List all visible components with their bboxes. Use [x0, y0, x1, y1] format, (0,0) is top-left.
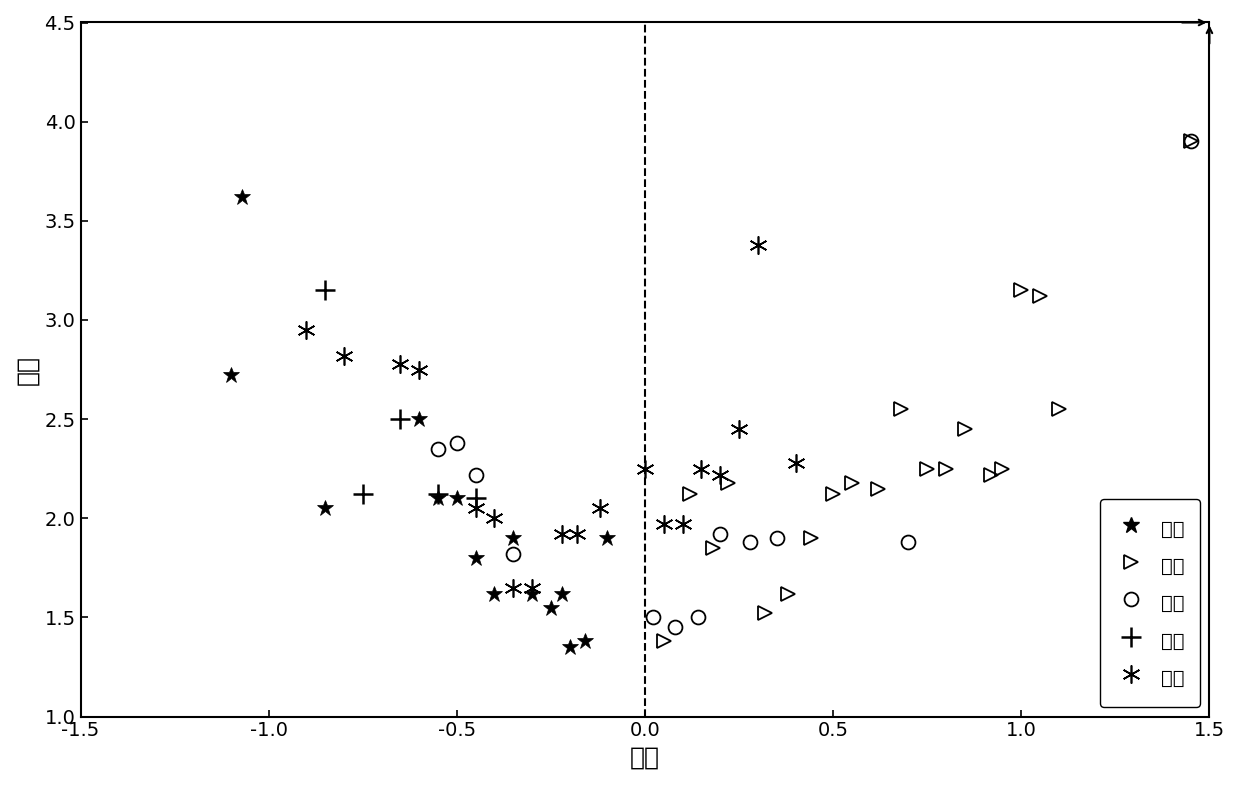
冲沟: [804, 533, 818, 542]
台地: [562, 642, 577, 652]
Line: 台地: 台地: [223, 188, 616, 655]
台地: [469, 553, 484, 563]
冲沟: [656, 637, 671, 646]
水道: [554, 529, 569, 539]
水道: [732, 425, 746, 434]
冲沟: [758, 608, 773, 618]
冲沟: [844, 478, 859, 487]
滑坡: [645, 613, 660, 623]
冲沟: [920, 464, 935, 473]
水道: [675, 520, 689, 529]
滑坡: [713, 529, 728, 539]
滑坡: [1183, 137, 1198, 146]
台地: [487, 589, 502, 598]
隆起: [469, 494, 484, 503]
水道: [299, 325, 314, 334]
冲沟: [983, 470, 998, 480]
水道: [750, 240, 765, 250]
Line: 水道: 水道: [298, 236, 805, 597]
台地: [525, 589, 539, 598]
水道: [637, 464, 652, 473]
水道: [656, 520, 671, 529]
水道: [412, 365, 427, 374]
冲沟: [780, 589, 795, 598]
冲沟: [1033, 291, 1048, 301]
Line: 滑坡: 滑坡: [432, 134, 1198, 634]
台地: [543, 603, 558, 612]
冲沟: [706, 543, 720, 553]
滑坡: [430, 444, 445, 454]
台地: [449, 494, 464, 503]
冲沟: [826, 490, 841, 499]
水道: [336, 351, 351, 360]
台地: [554, 589, 569, 598]
冲沟: [957, 425, 972, 434]
冲沟: [683, 490, 698, 499]
隆起: [356, 490, 371, 499]
冲沟: [894, 404, 909, 414]
滑坡: [769, 533, 784, 542]
滑坡: [667, 623, 682, 632]
滑坡: [1107, 533, 1122, 542]
台地: [578, 637, 593, 646]
水道: [393, 359, 408, 368]
Line: 冲沟: 冲沟: [657, 134, 1198, 648]
水道: [487, 513, 502, 523]
水道: [570, 529, 585, 539]
隆起: [430, 490, 445, 499]
滑坡: [506, 550, 521, 559]
水道: [469, 504, 484, 513]
滑坡: [449, 438, 464, 447]
隆起: [393, 414, 408, 424]
滑坡: [469, 470, 484, 480]
滑坡: [691, 613, 706, 623]
水道: [789, 458, 804, 467]
冲沟: [1014, 286, 1029, 295]
台地: [430, 494, 445, 503]
台地: [506, 533, 521, 542]
Line: 隆起: 隆起: [315, 280, 485, 508]
水道: [593, 504, 608, 513]
水道: [713, 470, 728, 480]
台地: [317, 504, 332, 513]
台地: [234, 192, 249, 202]
水道: [525, 583, 539, 593]
冲沟: [994, 464, 1009, 473]
水道: [506, 583, 521, 593]
台地: [412, 414, 427, 424]
滑坡: [901, 538, 916, 547]
冲沟: [870, 484, 885, 493]
台地: [223, 371, 238, 380]
冲沟: [1183, 137, 1198, 146]
Y-axis label: 偏度: 偏度: [15, 355, 38, 385]
冲沟: [720, 478, 735, 487]
冲沟: [1052, 404, 1066, 414]
水道: [694, 464, 709, 473]
隆起: [317, 286, 332, 295]
滑坡: [743, 538, 758, 547]
Legend: 台地, 冲沟, 滑坡, 隆起, 水道: 台地, 冲沟, 滑坡, 隆起, 水道: [1100, 499, 1200, 706]
台地: [600, 533, 615, 542]
冲沟: [939, 464, 954, 473]
X-axis label: 峰度: 峰度: [630, 746, 660, 770]
